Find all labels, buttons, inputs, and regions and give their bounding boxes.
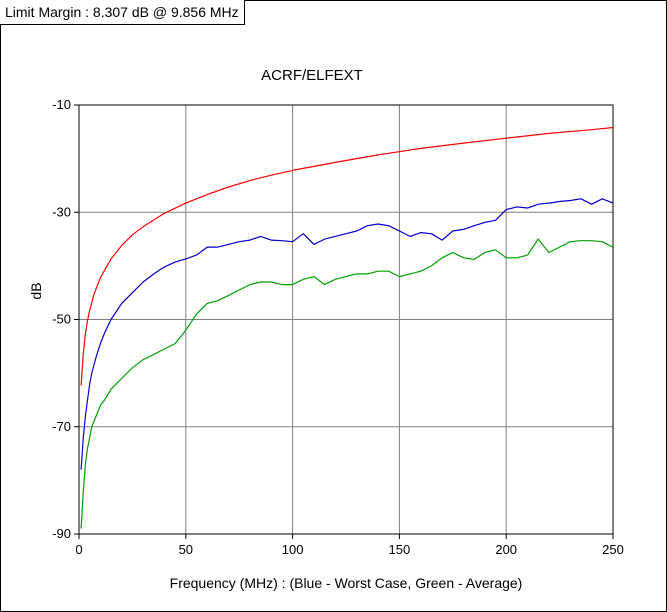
limit-margin-label: Limit Margin : 8.307 dB @ 9.856 MHz (0, 0, 245, 25)
x-tick-label: 200 (495, 542, 517, 557)
x-tick-label: 0 (75, 542, 82, 557)
series-group (80, 126, 614, 529)
y-tick-label: -90 (52, 526, 71, 541)
y-tick-label: -10 (52, 97, 71, 112)
y-axis-label: dB (28, 282, 44, 299)
x-tick-label: 100 (282, 542, 304, 557)
y-tick-label: -30 (52, 204, 71, 219)
y-tick-label: -70 (52, 419, 71, 434)
x-axis-label: Frequency (MHz) : (Blue - Worst Case, Gr… (170, 575, 523, 591)
chart-title: ACRF/ELFEXT (261, 67, 363, 84)
x-tick-label: 250 (602, 542, 624, 557)
grid (79, 105, 613, 534)
series-line-2 (80, 238, 614, 529)
x-tick-label: 150 (389, 542, 411, 557)
tick-labels: 0 50 100 150 200 250 -10 -30 -50 -70 -90 (52, 97, 624, 557)
series-line-0 (80, 126, 614, 386)
series-line-1 (80, 198, 614, 470)
x-tick-label: 50 (179, 542, 193, 557)
y-tick-label: -50 (52, 312, 71, 327)
